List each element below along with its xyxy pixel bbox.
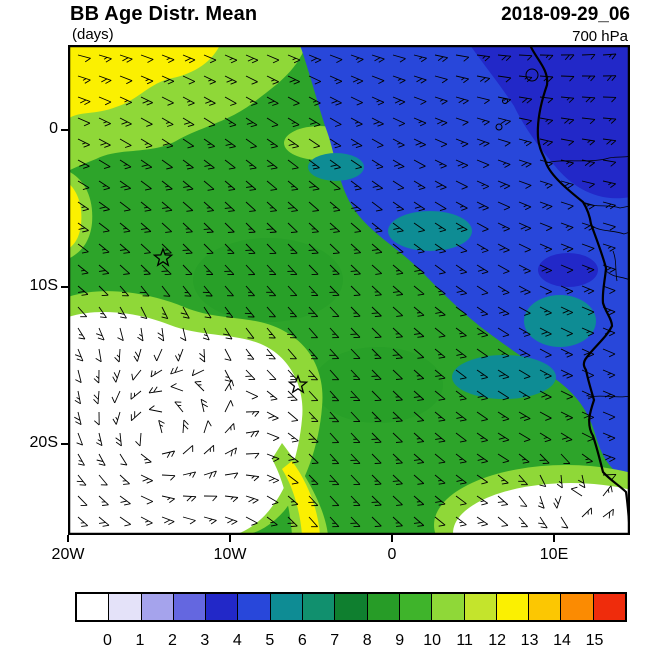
plot-level-label: 700 hPa [572, 28, 628, 45]
colorbar-label: 0 [103, 632, 112, 649]
plot-title: BB Age Distr. Mean [70, 3, 258, 25]
age-13-region-northwest-corner [68, 45, 220, 119]
colorbar-box [335, 594, 368, 620]
lat-tick [61, 286, 68, 288]
age-8-patch-center-south [313, 347, 443, 423]
map-plot [67, 44, 650, 585]
colorbar-label: 4 [232, 632, 242, 649]
lon-label-10E: 10E [539, 546, 569, 563]
plot-date: 2018-09-29_06 [501, 4, 630, 25]
colorbar-box [206, 594, 239, 620]
colorbar-box [561, 594, 594, 620]
colorbar [75, 592, 627, 622]
colorbar-box [77, 594, 110, 620]
lon-tick [391, 535, 393, 542]
colorbar-label: 12 [488, 632, 506, 649]
age-6-patch-1 [388, 211, 472, 251]
colorbar-label: 5 [265, 632, 275, 649]
country-border [545, 155, 631, 164]
colorbar-label: 7 [330, 632, 340, 649]
country-border [612, 250, 618, 282]
colorbar-box [432, 594, 465, 620]
island-outline [525, 68, 539, 82]
colorbar-label: 13 [520, 632, 539, 649]
colorbar-label: 11 [456, 632, 473, 649]
lon-tick [229, 535, 231, 542]
lat-label-20S: 20S [29, 434, 58, 451]
lat-label-10S: 10S [29, 277, 58, 294]
colorbar-label: 15 [585, 632, 604, 649]
map-svg [67, 44, 650, 585]
colorbar-label: 10 [423, 632, 442, 649]
st-helena-star [287, 374, 309, 394]
colorbar-label: 1 [135, 632, 145, 649]
wind-barbs [74, 53, 617, 529]
colorbar-box [303, 594, 336, 620]
age-6-patch-3 [308, 153, 364, 181]
colorbar-box [367, 594, 400, 620]
lat-tick [61, 129, 68, 131]
age-8-patch-center-west [193, 238, 343, 322]
colorbar-box [529, 594, 562, 620]
colorbar-box [496, 594, 530, 620]
age-13-band-south-center [282, 461, 320, 535]
no-bb-region-southwest [68, 311, 303, 535]
colorbar-label: 14 [553, 632, 571, 649]
colorbar-box [141, 594, 174, 620]
age-6-patch-4 [452, 355, 556, 399]
colorbar-box [270, 594, 304, 620]
lon-label-20W: 20W [51, 546, 85, 563]
lon-label-10W: 10W [213, 546, 247, 563]
colorbar-box [593, 594, 626, 620]
country-border [587, 395, 631, 398]
lat-tick [61, 443, 68, 445]
colorbar-box [173, 594, 207, 620]
colorbar-label: 2 [167, 632, 177, 649]
age-4-spot-east [538, 253, 598, 287]
colorbar-box [238, 594, 271, 620]
africa-coastline [528, 44, 632, 536]
colorbar-label: 3 [200, 632, 210, 649]
colorbar-box [109, 594, 142, 620]
lat-label-0: 0 [49, 120, 58, 137]
colorbar-box [464, 594, 497, 620]
colorbar-box [399, 594, 433, 620]
age-4-core-northeast [470, 45, 630, 199]
colorbar-label: 8 [362, 632, 372, 649]
map-frame [67, 44, 631, 536]
colorbar-label: 9 [395, 632, 405, 649]
plot-units-label: (days) [72, 26, 114, 43]
lon-tick [67, 535, 69, 542]
country-border [582, 202, 631, 209]
country-border [591, 225, 631, 235]
island-outline [495, 123, 503, 131]
age-13-strip-west-edge [68, 183, 82, 249]
lon-tick [553, 535, 555, 542]
lon-label-0: 0 [387, 546, 397, 563]
colorbar-label: 6 [297, 632, 307, 649]
ascension-island-star [152, 247, 174, 267]
age-6-patch-2 [524, 295, 596, 347]
